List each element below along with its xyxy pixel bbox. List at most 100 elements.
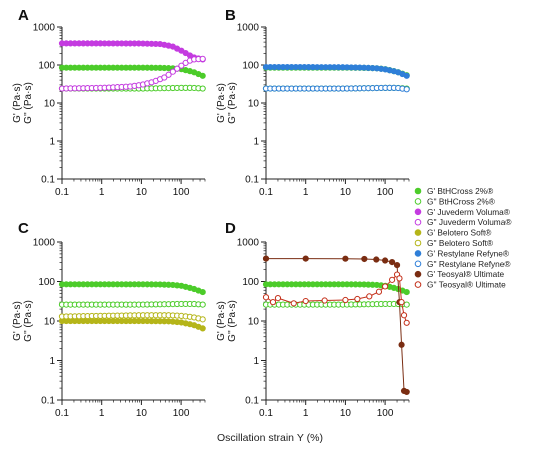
series	[262, 64, 410, 79]
y-tick-label: 1	[49, 356, 55, 367]
panel-a: A 0.1 1 10 100 0.1 1 10 100 1000 G' (Pa·s) G'' (Pa·…	[12, 7, 206, 198]
x-tick-label: 0.1	[55, 408, 69, 419]
data-point	[381, 257, 389, 264]
data-point	[302, 255, 309, 262]
data-point	[354, 295, 361, 303]
panel-letter: A	[18, 7, 29, 24]
series	[262, 84, 410, 93]
x-tick-label: 100	[173, 408, 190, 419]
data-point	[366, 293, 373, 300]
x-axis-title: Oscillation strain Υ (%)	[217, 432, 323, 444]
legend-marker	[414, 187, 422, 195]
data-point	[400, 312, 408, 319]
y-axis-title-gprime: G' (Pa·s)	[12, 83, 23, 123]
data-point	[165, 71, 172, 78]
data-point	[393, 262, 401, 269]
data-point	[199, 85, 206, 92]
y-tick-label: 1	[253, 356, 259, 367]
legend-item: G' Teosyal® Ultimate	[414, 269, 505, 279]
legend-item: G' Belotero Soft®	[414, 228, 491, 238]
y-axis-title-gdoubleprime: G'' (Pa·s)	[23, 82, 34, 124]
legend: G' BtHCross 2%®G'' BtHCross 2%®G' Juvede…	[414, 186, 511, 290]
data-point	[373, 256, 380, 263]
x-tick-label: 0.1	[259, 187, 273, 198]
x-tick-label: 100	[377, 408, 394, 419]
data-point	[403, 288, 410, 296]
series-line	[266, 258, 407, 393]
y-axis-title-gdoubleprime: G'' (Pa·s)	[227, 82, 238, 124]
legend-marker	[414, 239, 422, 247]
panel-letter: C	[18, 220, 29, 237]
data-point	[169, 68, 176, 75]
y-tick-label: 100	[242, 61, 259, 72]
panel-d: D 0.1 1 10 100 0.1 1 10 100 1000 G' (Pa·s) G'' (Pa·…	[216, 220, 410, 419]
series	[262, 281, 410, 296]
y-tick-label: 100	[38, 277, 55, 288]
y-tick-label: 0.1	[41, 175, 55, 186]
panel-letter: D	[225, 220, 236, 237]
x-tick-label: 100	[173, 187, 190, 198]
data-point	[398, 341, 405, 348]
panel-letter: B	[225, 7, 236, 24]
data-point	[199, 316, 206, 323]
y-tick-label: 1000	[33, 23, 56, 34]
legend-label: G'' Teosyal® Ultimate	[427, 280, 506, 290]
data-point	[321, 297, 328, 304]
y-tick-label: 1000	[33, 238, 56, 249]
y-axis-title-gprime: G' (Pa·s)	[216, 83, 227, 123]
data-point	[262, 255, 270, 262]
y-tick-label: 10	[248, 99, 260, 110]
y-tick-label: 10	[44, 99, 56, 110]
data-point	[398, 299, 405, 306]
x-tick-label: 1	[303, 408, 309, 419]
data-point	[199, 72, 206, 79]
y-tick-label: 0.1	[41, 396, 55, 407]
x-tick-label: 10	[340, 408, 352, 419]
x-tick-label: 100	[377, 187, 394, 198]
y-axis-title-gprime: G' (Pa·s)	[216, 301, 227, 341]
data-point	[403, 301, 410, 308]
series	[58, 317, 206, 332]
y-tick-label: 100	[38, 61, 55, 72]
legend-marker	[414, 208, 422, 216]
legend-item: G'' Belotero Soft®	[414, 238, 493, 248]
legend-label: G'' BtHCross 2%®	[427, 196, 495, 206]
series	[58, 40, 206, 63]
legend-marker	[414, 281, 422, 288]
y-tick-label: 1	[253, 137, 259, 148]
data-point	[396, 275, 403, 282]
y-tick-label: 1000	[237, 238, 260, 249]
data-point	[403, 319, 410, 326]
legend-marker	[414, 260, 422, 268]
x-tick-label: 10	[136, 187, 148, 198]
legend-marker	[414, 229, 422, 236]
data-point	[269, 299, 277, 306]
data-point	[403, 86, 410, 93]
y-tick-label: 10	[248, 317, 260, 328]
legend-label: G' Restylane Refyne®	[427, 248, 509, 258]
x-tick-label: 10	[340, 187, 352, 198]
legend-label: G' Teosyal® Ultimate	[427, 269, 505, 279]
y-tick-label: 1	[49, 137, 55, 148]
legend-label: G'' Belotero Soft®	[427, 238, 493, 248]
data-point	[199, 55, 206, 62]
y-axis-title-gprime: G' (Pa·s)	[12, 301, 23, 341]
data-point	[388, 276, 396, 283]
data-point	[199, 288, 206, 296]
data-point	[199, 325, 206, 332]
x-tick-label: 1	[99, 187, 105, 198]
data-point	[274, 294, 282, 302]
data-point	[262, 294, 270, 301]
legend-label: G' Juvederm Voluma®	[427, 207, 510, 217]
data-point	[375, 288, 383, 295]
legend-marker	[414, 250, 422, 257]
data-point	[381, 283, 389, 290]
legend-item: G'' Teosyal® Ultimate	[414, 280, 506, 290]
x-tick-label: 1	[99, 408, 105, 419]
x-tick-label: 0.1	[55, 187, 69, 198]
data-point	[388, 258, 396, 266]
series	[58, 312, 206, 323]
legend-item: G' Juvederm Voluma®	[414, 207, 510, 217]
